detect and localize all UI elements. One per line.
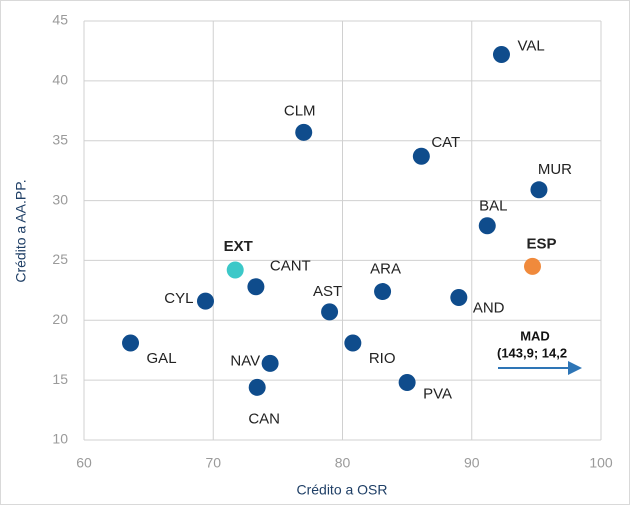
point-label: CAN xyxy=(248,410,280,427)
x-tick-label: 60 xyxy=(76,455,92,471)
point xyxy=(321,303,339,321)
point-label: CANT xyxy=(270,258,311,275)
point xyxy=(261,354,279,372)
y-tick-label: 45 xyxy=(52,12,68,28)
point xyxy=(196,292,214,310)
point xyxy=(344,334,362,352)
point-label: CLM xyxy=(284,102,316,119)
annotation-text: (143,9; 14,2 xyxy=(497,345,567,360)
y-tick-label: 20 xyxy=(52,311,68,327)
y-tick-label: 30 xyxy=(52,191,68,207)
annotation-arrowhead xyxy=(568,361,582,375)
point-label: RIO xyxy=(369,350,396,367)
x-axis-label: Crédito a OSR xyxy=(296,482,387,498)
point xyxy=(295,123,313,141)
point xyxy=(374,283,392,301)
x-tick-label: 80 xyxy=(335,455,351,471)
annotation-title: MAD xyxy=(520,328,550,343)
x-tick-label: 100 xyxy=(589,455,613,471)
point xyxy=(122,334,140,352)
point-label: EXT xyxy=(224,238,253,255)
point-label: ESP xyxy=(526,235,556,252)
point-label: AST xyxy=(313,283,342,300)
point-label: BAL xyxy=(479,198,507,215)
point xyxy=(492,46,510,64)
point xyxy=(412,147,430,165)
point-label: CYL xyxy=(164,290,193,307)
point xyxy=(226,261,244,279)
point-label: GAL xyxy=(147,350,177,367)
point xyxy=(248,378,266,396)
y-tick-label: 15 xyxy=(52,371,68,387)
point-label: ARA xyxy=(370,261,401,278)
point xyxy=(398,374,416,392)
x-tick-label: 90 xyxy=(464,455,480,471)
point-label: CAT xyxy=(431,134,460,151)
point xyxy=(450,289,468,307)
point-label: VAL xyxy=(517,37,544,54)
point xyxy=(247,278,265,296)
y-tick-label: 40 xyxy=(52,72,68,88)
point-label: MUR xyxy=(538,161,572,178)
point xyxy=(523,257,541,275)
point-label: NAV xyxy=(230,352,260,369)
point xyxy=(530,181,548,199)
point xyxy=(478,217,496,235)
x-tick-label: 70 xyxy=(205,455,221,471)
y-tick-label: 10 xyxy=(52,431,68,447)
point-label: PVA xyxy=(423,386,452,403)
y-axis-label: Crédito a AA.PP. xyxy=(13,179,29,282)
point-label: AND xyxy=(473,300,505,317)
y-tick-label: 25 xyxy=(52,251,68,267)
y-tick-label: 35 xyxy=(52,131,68,147)
